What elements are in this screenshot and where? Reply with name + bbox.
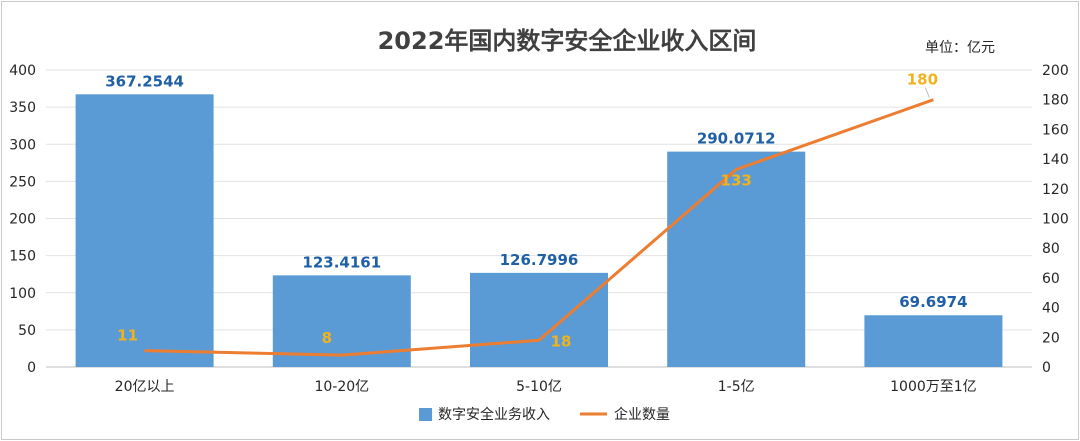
bar (864, 315, 1003, 367)
category-axis: 20亿以上 10-20亿 5-10亿 1-5亿 1000万至1亿 (115, 379, 977, 395)
left-tick-label: 100 (9, 286, 36, 302)
bar-data-label: 290.0712 (697, 130, 776, 148)
legend-line-label: 企业数量 (614, 406, 670, 423)
left-tick-label: 200 (9, 212, 36, 228)
right-tick-label: 160 (1042, 122, 1069, 138)
line-data-label: 180 (907, 71, 938, 89)
legend: 数字安全业务收入 企业数量 (419, 406, 670, 423)
line-data-label: 133 (721, 171, 752, 189)
right-tick-label: 200 (1042, 63, 1069, 79)
right-tick-label: 40 (1042, 301, 1060, 317)
category-label: 1-5亿 (718, 379, 755, 395)
left-tick-label: 350 (9, 100, 36, 116)
bar-data-label: 367.2544 (105, 72, 184, 90)
unit-label: 单位：亿元 (925, 40, 995, 56)
right-tick-label: 0 (1042, 360, 1051, 376)
bar-data-label: 126.7996 (500, 251, 579, 269)
category-label: 10-20亿 (314, 379, 369, 395)
category-label: 20亿以上 (115, 379, 175, 395)
left-tick-label: 400 (9, 63, 36, 79)
right-tick-label: 140 (1042, 152, 1069, 168)
bar (667, 151, 806, 367)
bar-series: 367.2544 123.4161 126.7996 290.0712 69.6974 (75, 72, 1003, 368)
line-data-label: 11 (117, 327, 138, 345)
bar (75, 94, 214, 368)
category-label: 1000万至1亿 (890, 379, 977, 395)
leader-line (924, 87, 930, 98)
right-y-axis: 0 20 40 60 80 100 120 140 160 180 200 (1042, 63, 1069, 376)
right-tick-label: 20 (1042, 330, 1060, 346)
bar-data-label: 123.4161 (302, 253, 381, 271)
line-series: 11 8 18 133 180 (117, 71, 938, 357)
left-tick-label: 150 (9, 249, 36, 265)
chart-title: 2022年国内数字安全企业收入区间 (378, 27, 757, 55)
line-data-label: 18 (551, 332, 572, 350)
left-tick-label: 250 (9, 174, 36, 190)
bar (470, 272, 608, 367)
left-tick-label: 300 (9, 137, 36, 153)
line-data-label: 8 (322, 329, 332, 347)
right-tick-label: 60 (1042, 271, 1060, 287)
left-tick-label: 50 (18, 323, 36, 339)
left-tick-label: 0 (27, 360, 36, 376)
category-label: 5-10亿 (516, 379, 562, 395)
right-tick-label: 180 (1042, 93, 1069, 109)
left-y-axis: 0 50 100 150 200 250 300 350 400 (9, 63, 36, 376)
legend-bar-swatch (419, 408, 432, 421)
right-tick-label: 120 (1042, 182, 1069, 198)
bar-data-label: 69.6974 (899, 293, 967, 311)
legend-bar-label: 数字安全业务收入 (438, 406, 550, 423)
right-tick-label: 100 (1042, 212, 1069, 228)
right-tick-label: 80 (1042, 241, 1060, 257)
line-path (144, 98, 934, 357)
